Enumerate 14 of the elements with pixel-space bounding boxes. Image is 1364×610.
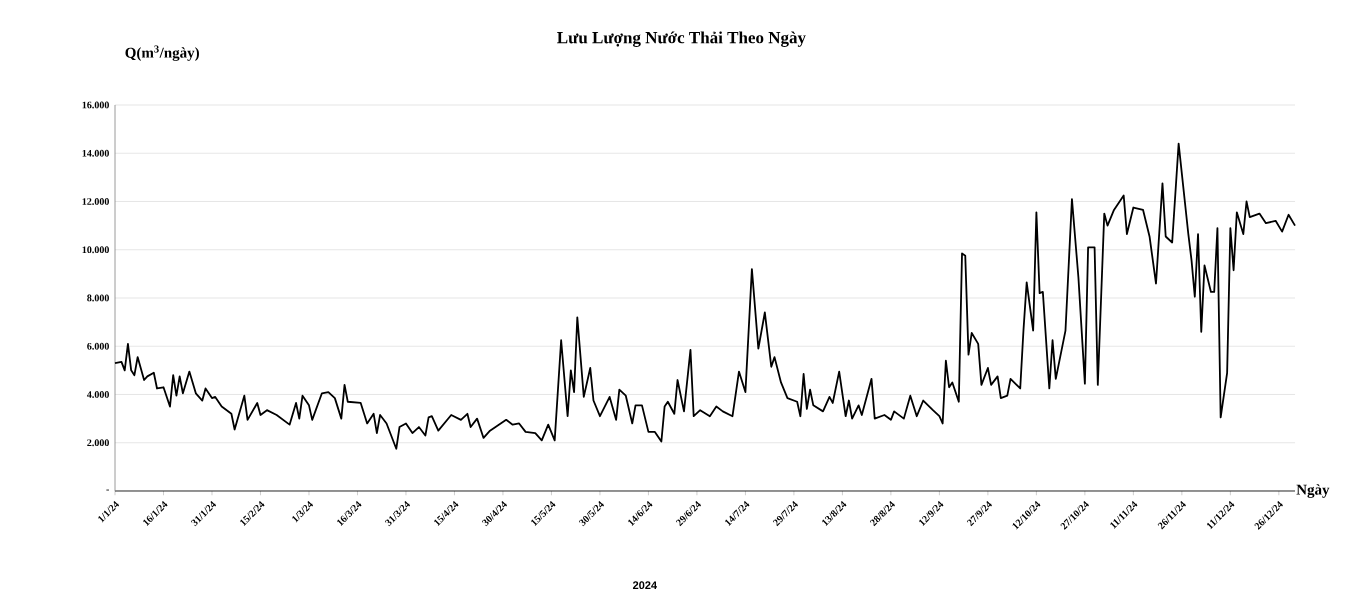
x-axis-title: Ngày xyxy=(1296,484,1330,498)
y-tick-label: 8.000 xyxy=(87,294,109,302)
line-series xyxy=(114,142,1296,450)
text: 2024 xyxy=(632,581,657,590)
y-tick-label: 4.000 xyxy=(86,391,109,398)
y-tick-label: - xyxy=(106,489,109,491)
y-tick-label: 6.000 xyxy=(87,342,109,350)
y-axis-title: Q(m$^{3}$/ngày) xyxy=(125,45,199,61)
y-tick-label: 2.000 xyxy=(87,439,109,447)
y-tick-label: 12.000 xyxy=(82,198,109,205)
y-tick-label: 16.000 xyxy=(82,101,109,109)
y-tick-label: 10.000 xyxy=(82,246,109,254)
chart-title: Lưu Lượng Nước Thải Theo Ngày xyxy=(557,31,806,47)
y-tick-label: 14.000 xyxy=(82,149,109,157)
